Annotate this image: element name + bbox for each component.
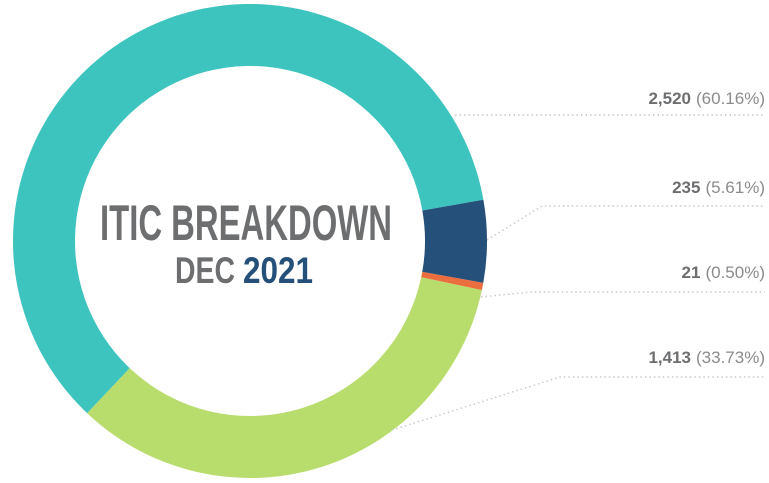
subtitle-month: DEC xyxy=(175,250,235,291)
donut-segment xyxy=(422,199,487,283)
donut-segment xyxy=(421,271,484,291)
slice-value: 21 xyxy=(682,263,701,282)
donut-segment xyxy=(87,277,482,478)
subtitle-year: 2021 xyxy=(243,250,313,291)
chart-title: ITIC BREAKDOWN xyxy=(100,195,392,251)
donut-segment xyxy=(13,4,484,414)
slice-value: 2,520 xyxy=(648,89,691,108)
slice-value: 235 xyxy=(672,178,700,197)
slice-label: 235 (5.61%) xyxy=(672,178,765,197)
slice-value: 1,413 xyxy=(648,348,691,367)
leader-line xyxy=(486,205,765,241)
leader-line xyxy=(391,376,765,431)
slice-label: 2,520 (60.16%) xyxy=(648,89,765,108)
slice-percent: (0.50%) xyxy=(705,263,765,282)
slice-percent: (5.61%) xyxy=(705,178,765,197)
leader-line xyxy=(480,291,765,298)
donut xyxy=(13,4,487,478)
chart-subtitle: DEC 2021 xyxy=(175,250,313,291)
slice-percent: (33.73%) xyxy=(696,348,765,367)
slice-label: 21 (0.50%) xyxy=(682,263,765,282)
leader-lines xyxy=(391,114,765,431)
slice-label: 1,413 (33.73%) xyxy=(648,348,765,367)
slice-percent: (60.16%) xyxy=(696,89,765,108)
